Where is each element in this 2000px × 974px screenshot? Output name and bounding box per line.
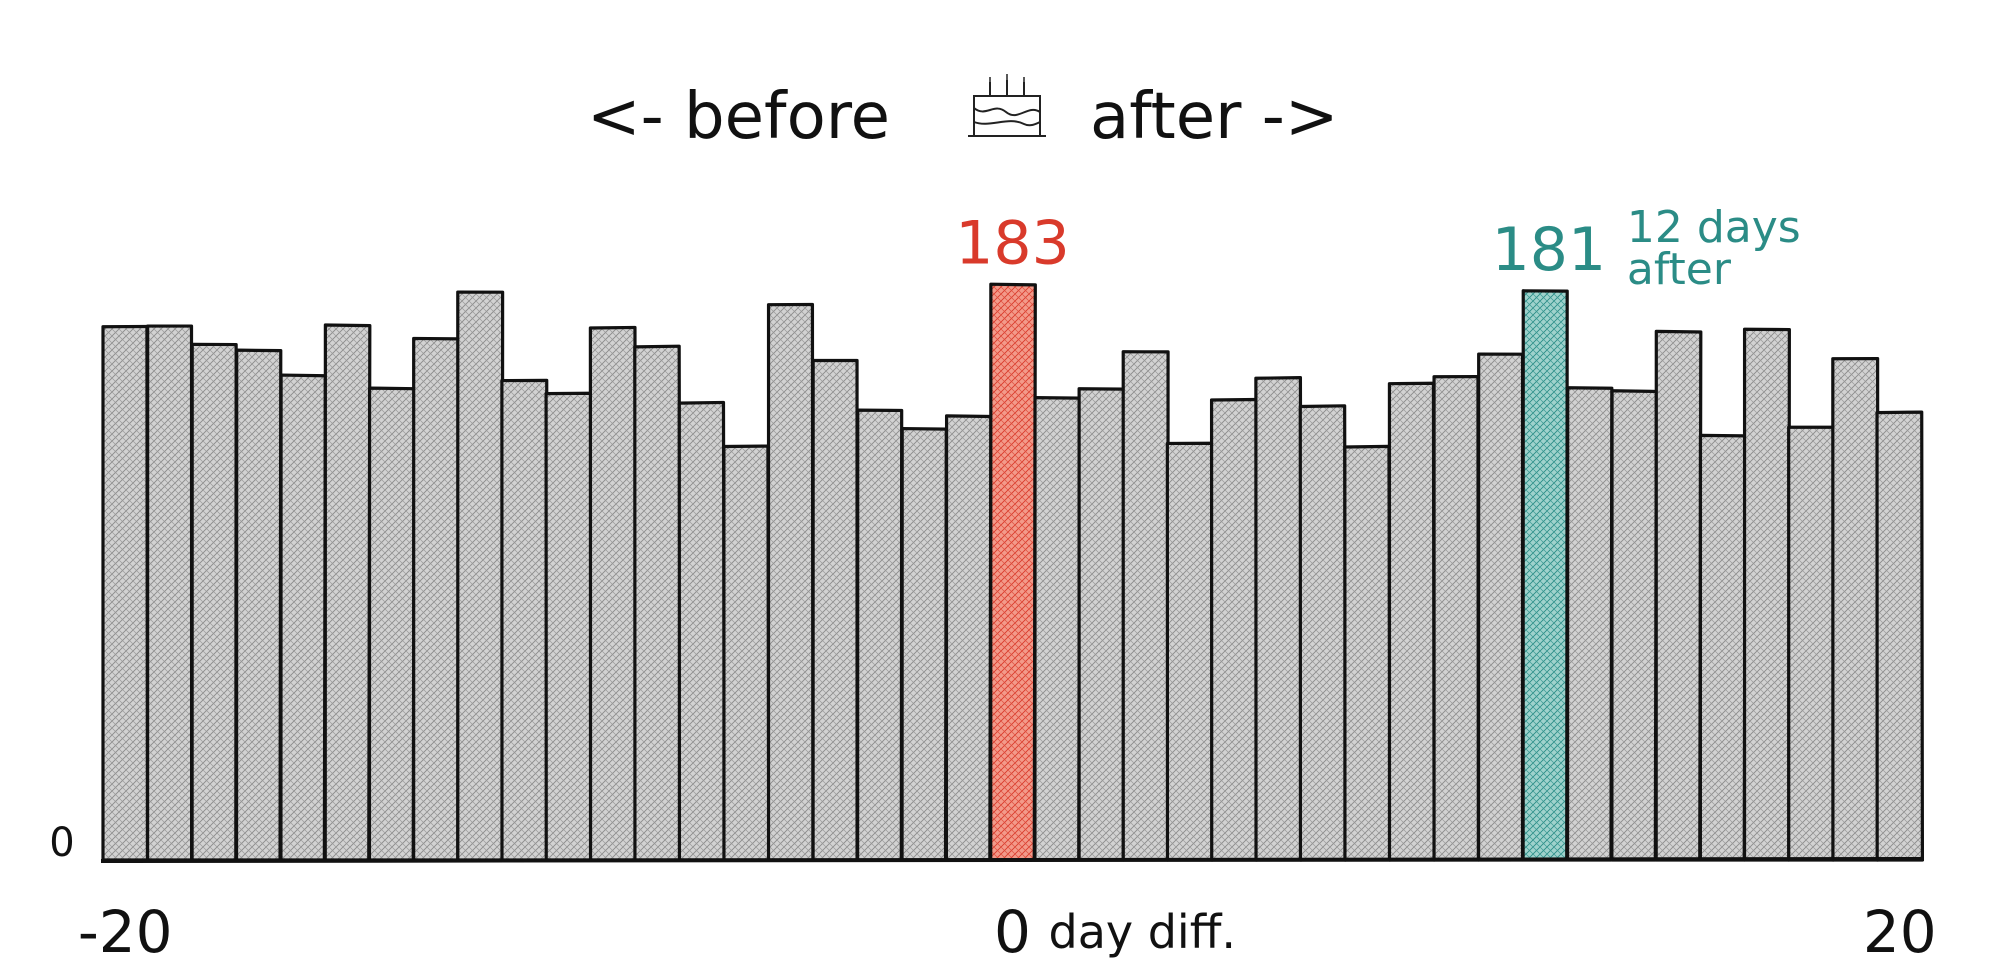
bar (500, 378, 549, 862)
bar (1077, 387, 1126, 862)
bar (1787, 425, 1836, 862)
annotation-line-1: 12 days (1627, 202, 1801, 253)
bar (101, 324, 150, 862)
bar (1654, 329, 1703, 862)
annotation-line-2: after (1627, 244, 1732, 295)
bar (367, 386, 416, 862)
y-tick-label-zero: 0 (49, 820, 74, 866)
x-axis-baseline (100, 857, 1925, 863)
bar (412, 336, 461, 862)
bar (1610, 389, 1658, 862)
x-tick-label: 20 (1863, 898, 1937, 966)
bar (456, 290, 505, 862)
bar (1565, 386, 1614, 862)
bar-highlighted (1521, 289, 1569, 862)
bar (190, 342, 238, 862)
data-label: 183 (955, 209, 1070, 279)
bar (1343, 444, 1392, 862)
bar (1387, 381, 1436, 862)
chart-title-before: <- before (587, 80, 890, 154)
bar (544, 391, 594, 862)
bar (588, 325, 638, 862)
bar (1831, 356, 1880, 862)
bar (1298, 404, 1348, 862)
bar-highlighted (989, 282, 1037, 862)
birthday-cake-icon (968, 74, 1046, 137)
chart-title-after: after -> (1090, 80, 1338, 154)
data-label: 181 (1492, 215, 1607, 285)
bar (1254, 376, 1303, 862)
bar (1698, 433, 1747, 862)
x-tick-label: 0 (994, 898, 1031, 966)
bar (677, 400, 727, 862)
bar (1121, 350, 1170, 862)
bar (1742, 327, 1791, 862)
bar (1165, 441, 1214, 862)
bar (633, 344, 682, 862)
bar-group (101, 282, 1925, 862)
bar (722, 444, 771, 862)
bar (1477, 352, 1525, 862)
bar (1432, 374, 1480, 862)
bar (279, 373, 327, 862)
bar (145, 324, 194, 862)
bar (944, 414, 993, 862)
x-tick-label: -20 (78, 898, 173, 966)
bar (900, 426, 948, 862)
bar (234, 348, 283, 862)
bar (1209, 397, 1259, 862)
bar (811, 358, 859, 862)
bar (766, 302, 815, 862)
bar (1875, 410, 1925, 862)
bar (323, 323, 372, 862)
bar (856, 408, 904, 862)
bar (1033, 396, 1082, 862)
x-axis-label: day diff. (1049, 905, 1237, 959)
